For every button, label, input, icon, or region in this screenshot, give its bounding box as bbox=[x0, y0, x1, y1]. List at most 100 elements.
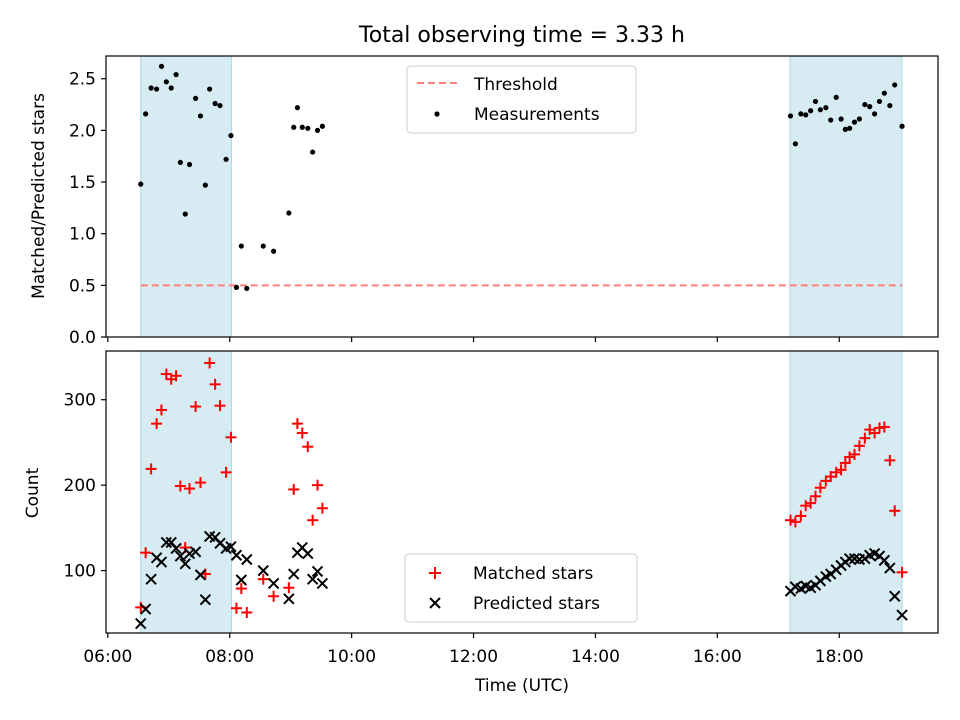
matched-star-point bbox=[220, 466, 232, 478]
measurement-point bbox=[838, 116, 844, 122]
measurement-point bbox=[173, 71, 179, 78]
measurement-point bbox=[238, 243, 244, 249]
measurement-point bbox=[244, 285, 250, 292]
measurement-point bbox=[197, 113, 204, 119]
matched-star-point bbox=[878, 421, 890, 433]
measurement-point bbox=[881, 90, 887, 96]
x-tick-label: 16:00 bbox=[693, 647, 742, 667]
matched-star-point bbox=[884, 454, 896, 466]
matched-star-point bbox=[316, 502, 328, 514]
predicted-star-point bbox=[306, 573, 319, 585]
measurement-point bbox=[299, 124, 305, 130]
measurements-legend-swatch bbox=[434, 111, 440, 117]
x-tick-label: 08:00 bbox=[205, 647, 254, 667]
predicted-star-point bbox=[896, 609, 908, 621]
predicted-star-point bbox=[889, 590, 901, 602]
matched-star-point bbox=[241, 606, 253, 618]
measurement-point bbox=[233, 284, 240, 291]
predicted-star-point bbox=[199, 593, 212, 606]
measurement-point bbox=[310, 149, 316, 155]
predicted-star-point bbox=[225, 540, 237, 553]
figure-title: Total observing time = 3.33 h bbox=[358, 23, 685, 48]
predicted-star-point bbox=[316, 577, 329, 590]
measurement-point bbox=[260, 243, 266, 249]
measurement-point bbox=[148, 85, 154, 91]
matched-star-point bbox=[214, 400, 226, 412]
x-tick-label: 14:00 bbox=[571, 647, 620, 667]
top-legend: Threshold Measurements bbox=[406, 65, 637, 134]
predicted-star-point bbox=[884, 562, 896, 574]
measurement-point bbox=[892, 82, 898, 88]
top-panel: 0.0 0.5 1.0 1.5 2.0 2.5 Matched/Predicted sta… bbox=[29, 55, 939, 348]
measurement-point bbox=[271, 248, 277, 254]
measurement-point bbox=[803, 112, 809, 118]
predicted-star-point bbox=[179, 558, 191, 570]
matched-legend-label: Matched stars bbox=[473, 564, 593, 584]
predicted-star-point bbox=[241, 553, 253, 566]
matched-star-point bbox=[848, 448, 860, 460]
measurement-point bbox=[817, 107, 823, 113]
matched-star-point bbox=[814, 482, 826, 494]
measurement-point bbox=[212, 100, 218, 107]
matched-star-point bbox=[288, 483, 300, 495]
x-tick-label: 12:00 bbox=[449, 647, 498, 667]
matched-star-point bbox=[789, 516, 801, 528]
top-y-tick-label: 2.0 bbox=[69, 121, 96, 141]
bottom-panel: 100 200 300 06:00 08:00 10:00 12:00 14:00 16:00 1… bbox=[23, 350, 939, 667]
top-y-tick-label: 2.5 bbox=[69, 70, 96, 90]
measurement-point bbox=[842, 126, 848, 132]
measurement-point bbox=[182, 211, 188, 217]
predicted-star-point bbox=[843, 552, 856, 565]
measurement-point bbox=[291, 124, 297, 130]
bottom-y-axis-label: Count bbox=[23, 467, 43, 518]
matched-star-point bbox=[283, 582, 295, 594]
measurement-point bbox=[856, 116, 862, 122]
measurement-point bbox=[158, 63, 165, 69]
measurement-point bbox=[833, 94, 839, 100]
top-observing-window-0 bbox=[140, 55, 233, 338]
measurement-point bbox=[867, 104, 873, 110]
measurement-point bbox=[223, 156, 229, 162]
measurements-legend-label: Measurements bbox=[474, 105, 600, 125]
x-tick-label: 18:00 bbox=[815, 647, 864, 667]
matched-star-point bbox=[209, 378, 221, 390]
matched-star-point bbox=[230, 602, 242, 614]
bot-plot-frame bbox=[105, 350, 939, 634]
measurement-point bbox=[294, 105, 300, 111]
measurement-point bbox=[872, 111, 878, 117]
bot-y-tick-label: 200 bbox=[64, 476, 96, 496]
matched-star-point bbox=[830, 466, 842, 478]
measurement-point bbox=[876, 98, 883, 105]
predicted-star-point bbox=[230, 549, 243, 561]
measurement-point bbox=[202, 182, 208, 188]
top-y-tick-label: 0.0 bbox=[69, 328, 96, 348]
predicted-star-point bbox=[160, 536, 173, 549]
predicted-star-point bbox=[174, 550, 187, 562]
measurement-point bbox=[808, 108, 814, 114]
predicted-star-point bbox=[135, 617, 147, 630]
matched-star-point bbox=[170, 370, 182, 382]
bot-y-tick-label: 100 bbox=[64, 562, 96, 582]
measurement-point bbox=[305, 125, 311, 131]
matched-star-point bbox=[184, 483, 196, 495]
matched-star-point bbox=[859, 432, 871, 444]
top-y-tick-label: 1.5 bbox=[69, 173, 96, 193]
predicted-legend-swatch bbox=[429, 597, 441, 609]
predicted-star-point bbox=[189, 546, 202, 558]
predicted-star-point bbox=[145, 573, 157, 585]
x-tick-label: 06:00 bbox=[83, 647, 132, 667]
matched-star-point bbox=[805, 497, 817, 509]
matched-star-point bbox=[174, 480, 186, 492]
top-y-tick-label: 0.5 bbox=[69, 276, 96, 296]
predicted-star-point bbox=[859, 552, 871, 565]
measurement-point bbox=[899, 123, 905, 129]
measurement-point bbox=[862, 101, 868, 108]
measurement-point bbox=[153, 86, 160, 92]
matched-star-point bbox=[268, 590, 280, 602]
measurement-point bbox=[847, 125, 853, 131]
matched-star-point bbox=[307, 514, 319, 526]
predicted-star-point bbox=[235, 574, 248, 586]
measurement-point bbox=[207, 86, 213, 92]
top-legend-box bbox=[406, 65, 637, 134]
